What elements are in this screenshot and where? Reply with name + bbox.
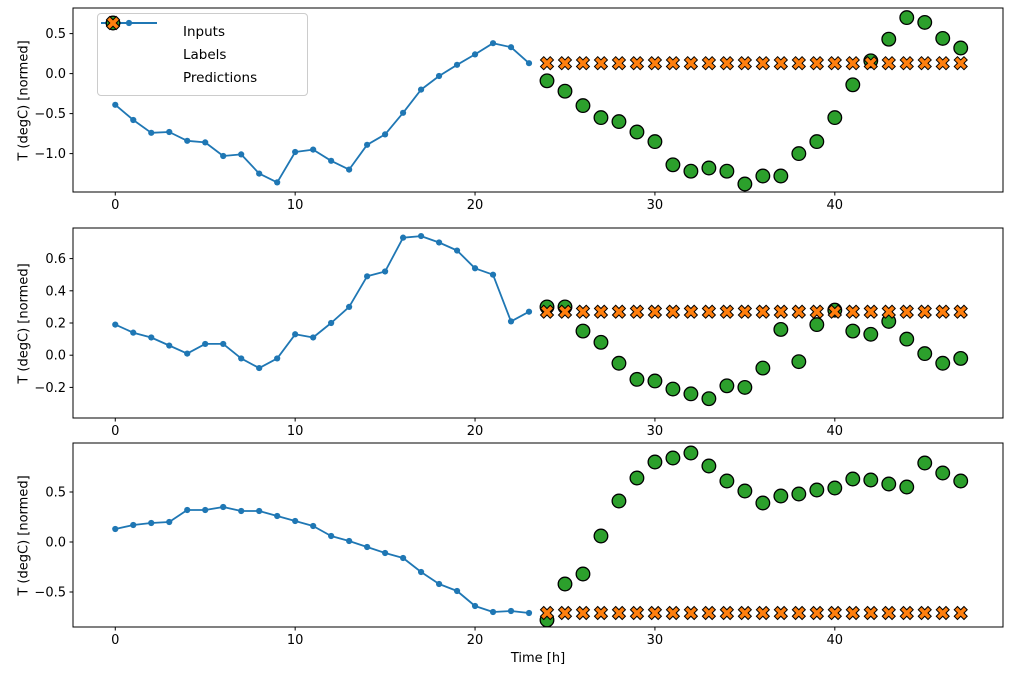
legend-item-predictions: Predictions (105, 15, 297, 89)
svg-text:10: 10 (287, 633, 304, 648)
svg-text:0: 0 (111, 198, 119, 213)
svg-text:20: 20 (467, 633, 484, 648)
y-axis-label-2: T (degC) [normed] (16, 263, 32, 384)
legend: Inputs Labels Predictions (97, 13, 308, 96)
x-axis-label: Time [h] (510, 651, 566, 666)
svg-text:10: 10 (287, 424, 304, 439)
svg-text:0.0: 0.0 (45, 67, 66, 82)
svg-text:0: 0 (111, 633, 119, 648)
svg-text:40: 40 (827, 198, 844, 213)
svg-text:−0.2: −0.2 (34, 381, 66, 396)
svg-text:−1.0: −1.0 (34, 147, 66, 162)
svg-text:30: 30 (647, 633, 664, 648)
svg-text:0.0: 0.0 (45, 349, 66, 364)
svg-text:0.5: 0.5 (45, 27, 66, 42)
legend-label-predictions: Predictions (183, 69, 258, 86)
subplot-2-axes: 0 10 20 30 40 0.6 0.4 0.2 0.0 −0.2 (34, 227, 1004, 439)
svg-text:10: 10 (287, 198, 304, 213)
svg-text:0: 0 (111, 424, 119, 439)
svg-text:0.5: 0.5 (45, 486, 66, 501)
svg-text:0.2: 0.2 (45, 317, 66, 332)
svg-text:0.6: 0.6 (45, 252, 66, 267)
subplot-1-axes: Inputs Labels Predictions 0 10 20 30 40 0.5 0.… (34, 7, 1004, 213)
svg-text:20: 20 (467, 424, 484, 439)
legend-item-labels: Labels (105, 15, 297, 66)
svg-text:0.4: 0.4 (45, 284, 66, 299)
svg-text:20: 20 (467, 198, 484, 213)
predictions-marker-swatch-icon (105, 15, 169, 87)
svg-text:−0.5: −0.5 (34, 107, 66, 122)
y-axis-label-1: T (degC) [normed] (16, 40, 32, 161)
svg-text:40: 40 (827, 424, 844, 439)
svg-text:30: 30 (647, 424, 664, 439)
svg-text:−0.5: −0.5 (34, 586, 66, 601)
y-axis-label-3: T (degC) [normed] (16, 475, 32, 596)
legend-label-labels: Labels (183, 46, 227, 63)
svg-text:30: 30 (647, 198, 664, 213)
labels-marker-swatch-icon (105, 15, 169, 64)
legend-label-inputs: Inputs (183, 23, 225, 40)
svg-text:40: 40 (827, 633, 844, 648)
subplot-3-axes: 0 10 20 30 40 0.5 0.0 −0.5 (34, 442, 1004, 648)
svg-text:0.0: 0.0 (45, 536, 66, 551)
